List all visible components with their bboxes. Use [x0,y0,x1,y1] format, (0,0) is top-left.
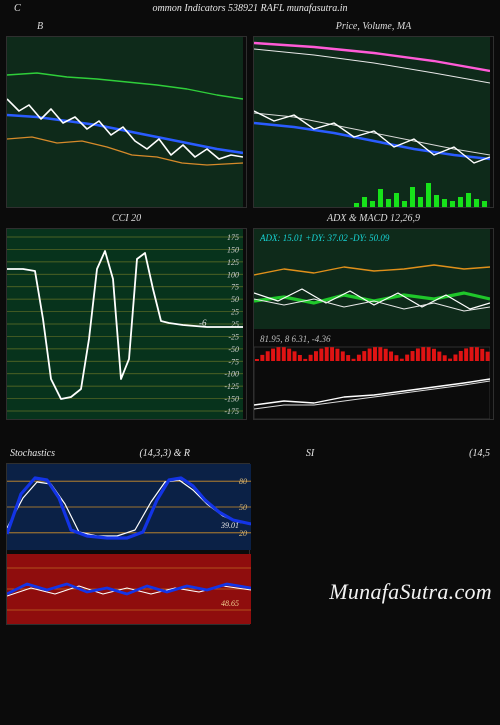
stoch-title-left: Stochastics [10,448,80,459]
svg-text:-50: -50 [228,345,239,354]
bollinger-title: B [7,21,246,32]
svg-text:ADX: 15.01 +DY: 37.02 -DY: 50: ADX: 15.01 +DY: 37.02 -DY: 50.09 [259,233,390,243]
svg-text:125: 125 [227,258,239,267]
svg-text:80: 80 [239,477,247,486]
svg-text:48.65: 48.65 [221,599,239,608]
svg-text:-150: -150 [224,395,239,404]
watermark: MunafaSutra.com [329,579,492,605]
page-title-left: C [14,3,21,14]
stoch-titles: Stochastics (14,3,3) & R SI (14,5 [6,448,494,463]
svg-text:25: 25 [231,308,239,317]
svg-text:81.95, 8 6.31, -: 81.95, 8 6.31, -4.36 [260,334,331,344]
adx-macd-panel: ADX & MACD 12,26,9 ADX: 15.01 +DY: 37.02… [253,228,494,420]
stochastics-panel: 80 50 2039.01 48.65 [6,463,250,625]
svg-text:175: 175 [227,233,239,242]
svg-text:-100: -100 [224,370,239,379]
adx-macd-title: ADX & MACD 12,26,9 [254,213,493,224]
svg-text:39.01: 39.01 [220,521,239,530]
svg-text:20: 20 [239,529,247,538]
price-ma-panel: Price, Volume, MA [253,36,494,208]
stoch-title-mid: (14,3,3) & R [80,448,190,459]
svg-text:75: 75 [231,283,239,292]
stoch-title-si: SI [190,448,430,459]
page-title: C ommon Indicators 538921 RAFL munafasut… [0,0,500,16]
stoch-title-right: (14,5 [430,448,490,459]
page-title-main: ommon Indicators 538921 RAFL munafasutra… [152,3,347,14]
svg-text:150: 150 [227,245,239,254]
svg-text:50: 50 [231,295,239,304]
svg-text:-125: -125 [224,382,239,391]
cci-panel: CCI 20 17515012510075502525-25-50-75-100… [6,228,247,420]
svg-text:100: 100 [227,270,239,279]
svg-text:-175: -175 [224,407,239,416]
bollinger-panel: B [6,36,247,208]
svg-text:-75: -75 [228,357,239,366]
svg-text:50: 50 [239,503,247,512]
price-ma-title: Price, Volume, MA [254,21,493,32]
svg-text:-6: -6 [199,318,207,328]
svg-text:-25: -25 [228,332,239,341]
cci-title: CCI 20 [7,213,246,224]
